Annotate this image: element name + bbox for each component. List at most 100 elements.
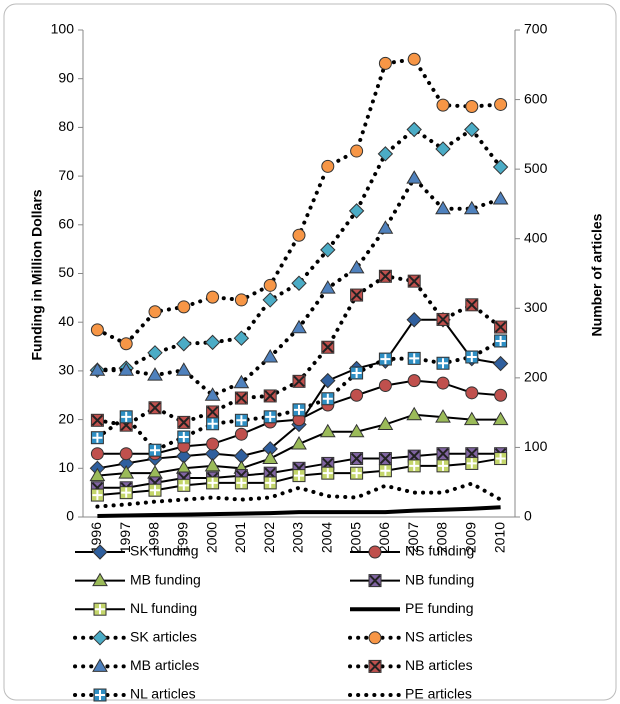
marker — [148, 305, 162, 319]
x-tick-label: 2001 — [232, 522, 248, 553]
marker — [206, 405, 220, 419]
y2-tick-label: 700 — [524, 21, 548, 37]
marker — [378, 464, 392, 478]
marker-cross — [350, 452, 363, 465]
marker-cross — [379, 452, 392, 465]
marker-cross — [265, 411, 276, 422]
x-tick-label: 1999 — [175, 522, 191, 553]
marker — [463, 411, 480, 426]
marker — [492, 355, 509, 372]
marker — [435, 141, 451, 157]
y-tick-label: 70 — [58, 167, 74, 183]
marker — [320, 242, 336, 258]
marker-cross — [350, 289, 363, 301]
marker — [377, 416, 394, 430]
marker — [494, 452, 508, 466]
marker-cross — [235, 392, 248, 404]
marker — [436, 459, 450, 473]
marker — [321, 466, 335, 480]
marker-cross — [466, 458, 477, 469]
marker — [406, 121, 422, 138]
marker — [234, 391, 248, 405]
marker — [204, 387, 221, 401]
marker-cross — [121, 487, 132, 498]
marker — [262, 450, 279, 465]
marker — [494, 334, 508, 348]
marker — [90, 488, 104, 502]
marker — [292, 469, 306, 483]
marker — [118, 465, 135, 479]
marker — [350, 452, 364, 466]
marker — [350, 144, 364, 158]
marker — [407, 274, 421, 288]
marker — [177, 430, 191, 444]
marker — [350, 288, 364, 302]
marker-cross — [294, 470, 304, 481]
marker — [263, 476, 277, 490]
marker — [148, 483, 162, 497]
marker — [263, 278, 277, 292]
marker — [465, 386, 479, 400]
marker-cross — [92, 490, 103, 501]
legend-label: NS funding — [405, 543, 474, 559]
y-axis-title: Funding in Million Dollars — [29, 189, 45, 360]
marker — [206, 437, 220, 451]
marker — [436, 356, 450, 370]
marker-cross — [495, 335, 506, 346]
legend-label: NB articles — [405, 657, 473, 673]
marker — [89, 467, 106, 482]
marker — [92, 544, 108, 560]
y2-tick-label: 600 — [524, 90, 548, 106]
marker — [321, 159, 335, 173]
legend-label: SK funding — [130, 543, 199, 559]
marker — [406, 406, 423, 421]
marker — [464, 121, 480, 138]
marker — [436, 447, 450, 461]
marker — [177, 300, 191, 314]
marker-cross — [379, 270, 392, 282]
marker — [92, 630, 108, 646]
series-line — [95, 338, 503, 453]
y-tick-label: 100 — [51, 21, 75, 37]
marker-cross — [437, 447, 449, 460]
marker — [234, 413, 248, 427]
marker — [321, 340, 335, 354]
y2-axis-title: Number of articles — [589, 213, 605, 336]
marker — [292, 228, 306, 242]
marker-cross — [369, 660, 381, 673]
marker-cross — [178, 431, 189, 442]
marker-cross — [150, 485, 160, 496]
marker — [348, 423, 365, 438]
x-tick-label: 2000 — [203, 522, 219, 553]
marker — [176, 336, 192, 352]
marker — [119, 486, 133, 500]
marker — [368, 631, 382, 645]
x-tick-label: 1997 — [117, 522, 133, 553]
marker — [321, 392, 335, 406]
marker-cross — [207, 418, 218, 429]
marker — [463, 200, 480, 215]
legend-label: NB funding — [405, 571, 474, 587]
marker — [148, 401, 162, 415]
marker-cross — [121, 411, 132, 422]
marker — [175, 362, 192, 376]
marker-cross — [438, 358, 448, 369]
marker — [291, 319, 307, 334]
marker — [204, 334, 221, 351]
marker — [119, 337, 133, 351]
marker — [465, 350, 479, 364]
marker — [407, 52, 421, 66]
marker — [492, 411, 509, 426]
marker — [291, 435, 307, 450]
marker — [378, 352, 392, 366]
legend-label: NS articles — [405, 629, 473, 645]
y2-tick-label: 500 — [524, 160, 548, 176]
marker — [436, 312, 450, 326]
y-tick-label: 30 — [58, 362, 74, 378]
marker — [263, 389, 277, 403]
y-tick-label: 20 — [58, 410, 74, 426]
marker-cross — [322, 341, 334, 353]
marker-cross — [92, 432, 103, 443]
x-tick-label: 2003 — [290, 522, 306, 553]
